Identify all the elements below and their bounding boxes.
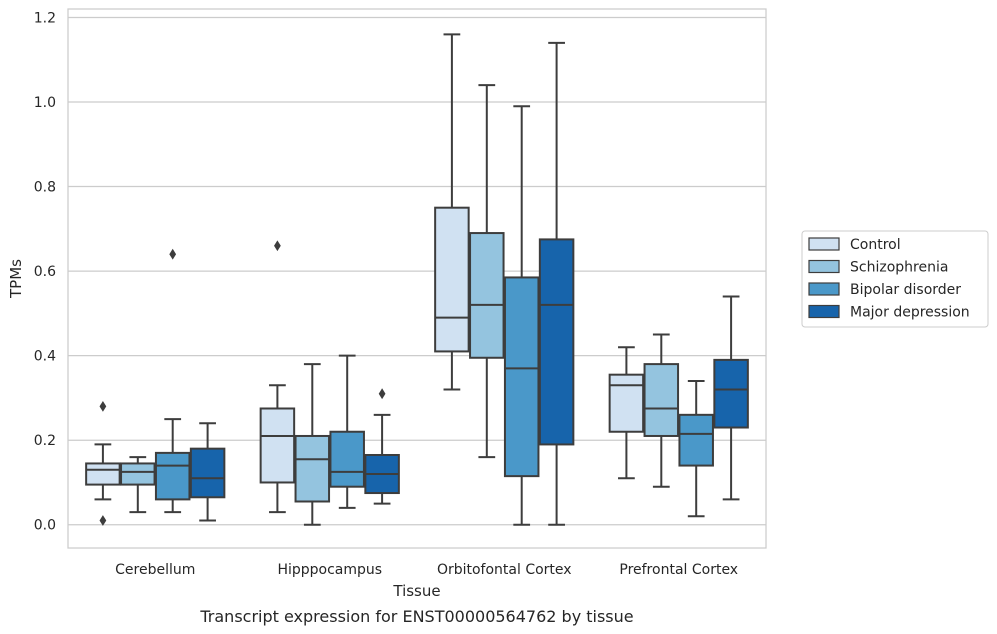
box-body xyxy=(120,462,156,486)
legend-label: Control xyxy=(850,237,901,253)
box-body xyxy=(329,430,365,488)
x-tick-label: Prefrontal Cortex xyxy=(619,562,738,578)
box-body xyxy=(678,413,714,467)
box-schizophrenia xyxy=(469,84,505,459)
outlier-point xyxy=(99,400,107,412)
box-major-depression xyxy=(713,295,749,501)
outlier-point xyxy=(169,248,177,260)
y-tick-label: 0.0 xyxy=(34,518,56,534)
y-tick-label: 0.4 xyxy=(34,349,56,365)
legend-swatch xyxy=(808,259,840,274)
x-tick-label: Orbitofontal Cortex xyxy=(437,562,572,578)
box-body xyxy=(503,276,540,478)
box-bipolar-disorder xyxy=(329,354,365,509)
y-tick-label: 1.2 xyxy=(34,10,56,26)
box-body xyxy=(434,206,470,353)
legend: Control Schizophrenia Bipolar disorder Majo… xyxy=(801,230,989,328)
box-body xyxy=(643,363,680,437)
legend-label: Bipolar disorder xyxy=(850,282,961,298)
box-major-depression xyxy=(538,41,575,526)
y-axis-ticks: 0.0 0.2 0.4 0.6 0.8 1.0 1.2 xyxy=(34,10,56,533)
box-body xyxy=(259,407,296,484)
box-body xyxy=(469,232,505,359)
legend-frame xyxy=(801,230,989,328)
box-body xyxy=(189,447,226,499)
gridlines xyxy=(68,16,766,526)
box-body xyxy=(85,462,121,486)
x-tick-label: Hipppocampus xyxy=(277,562,382,578)
box-schizophrenia xyxy=(643,333,680,488)
box-bipolar-disorder xyxy=(154,248,191,514)
legend-swatch xyxy=(808,237,840,251)
x-axis-ticks: Cerebellum Hipppocampus Orbitofontal Corte… xyxy=(115,562,738,578)
legend-swatch xyxy=(808,304,840,319)
legend-label: Schizophrenia xyxy=(850,260,948,276)
x-axis-label: Tissue xyxy=(392,582,440,600)
y-tick-label: 0.6 xyxy=(34,264,56,280)
y-tick-label: 0.2 xyxy=(34,433,56,449)
outlier-point xyxy=(99,515,107,526)
plot-frame xyxy=(67,8,767,549)
box-body xyxy=(538,238,575,446)
y-tick-label: 0.8 xyxy=(34,180,56,196)
x-tick-label: Cerebellum xyxy=(115,562,195,578)
box-major-depression xyxy=(189,422,226,522)
chart-caption: Transcript expression for ENST0000056476… xyxy=(199,607,633,626)
y-tick-label: 1.0 xyxy=(34,95,56,111)
box-body xyxy=(154,451,191,501)
legend-label: Major depression xyxy=(850,305,970,321)
outlier-point xyxy=(274,240,281,252)
box-control xyxy=(434,33,470,391)
legend-swatch xyxy=(808,282,840,296)
box-control xyxy=(85,400,121,526)
box-body xyxy=(713,358,749,429)
outlier-point xyxy=(378,388,386,400)
boxes xyxy=(85,33,749,526)
box-bipolar-disorder xyxy=(503,105,540,526)
box-schizophrenia xyxy=(120,456,156,514)
box-control xyxy=(608,346,645,480)
box-major-depression xyxy=(364,388,400,505)
box-schizophrenia xyxy=(294,363,331,526)
box-body xyxy=(294,434,331,503)
box-body xyxy=(608,373,645,433)
box-control xyxy=(259,240,296,514)
y-axis-label: TPMs xyxy=(7,259,25,299)
box-bipolar-disorder xyxy=(678,380,714,518)
